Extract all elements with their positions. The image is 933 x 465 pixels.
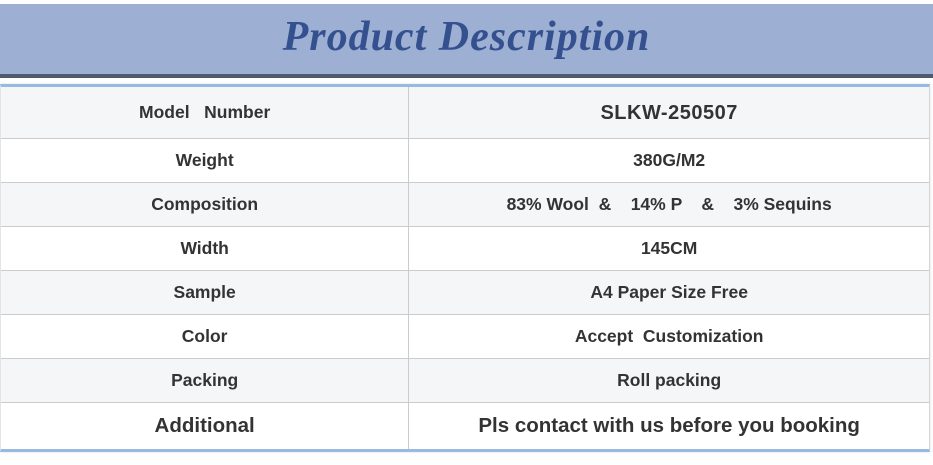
product-spec-table: Model Number SLKW-250507 Weight 380G/M2 …	[0, 84, 930, 452]
row-label: Color	[1, 315, 410, 358]
table-row-composition: Composition 83% Wool & 14% P & 3% Sequin…	[1, 183, 929, 227]
table-row-model-number: Model Number SLKW-250507	[1, 87, 929, 139]
row-label: Composition	[1, 183, 410, 226]
row-value: SLKW-250507	[600, 101, 738, 124]
row-value: 145CM	[640, 238, 698, 258]
row-value: 83% Wool & 14% P & 3% Sequins	[506, 194, 832, 214]
row-value: Accept Customization	[574, 326, 764, 346]
row-label: Packing	[1, 359, 410, 402]
table-row-sample: Sample A4 Paper Size Free	[1, 271, 929, 315]
row-value: A4 Paper Size Free	[590, 282, 748, 302]
row-label: Sample	[1, 271, 410, 314]
table-row-additional: Additional Pls contact with us before yo…	[1, 403, 929, 449]
row-label: Additional	[1, 403, 410, 449]
row-label: Width	[1, 227, 410, 270]
row-label: Weight	[1, 139, 410, 182]
table-row-packing: Packing Roll packing	[1, 359, 929, 403]
table-row-color: Color Accept Customization	[1, 315, 929, 359]
table-row-weight: Weight 380G/M2	[1, 139, 929, 183]
row-value: Pls contact with us before you booking	[478, 413, 860, 437]
page-title: Product Description	[282, 14, 651, 60]
row-label: Model Number	[1, 87, 410, 138]
product-description-banner: Product Description	[0, 4, 933, 78]
row-value: Roll packing	[617, 370, 722, 390]
row-value: 380G/M2	[633, 150, 706, 170]
table-row-width: Width 145CM	[1, 227, 929, 271]
